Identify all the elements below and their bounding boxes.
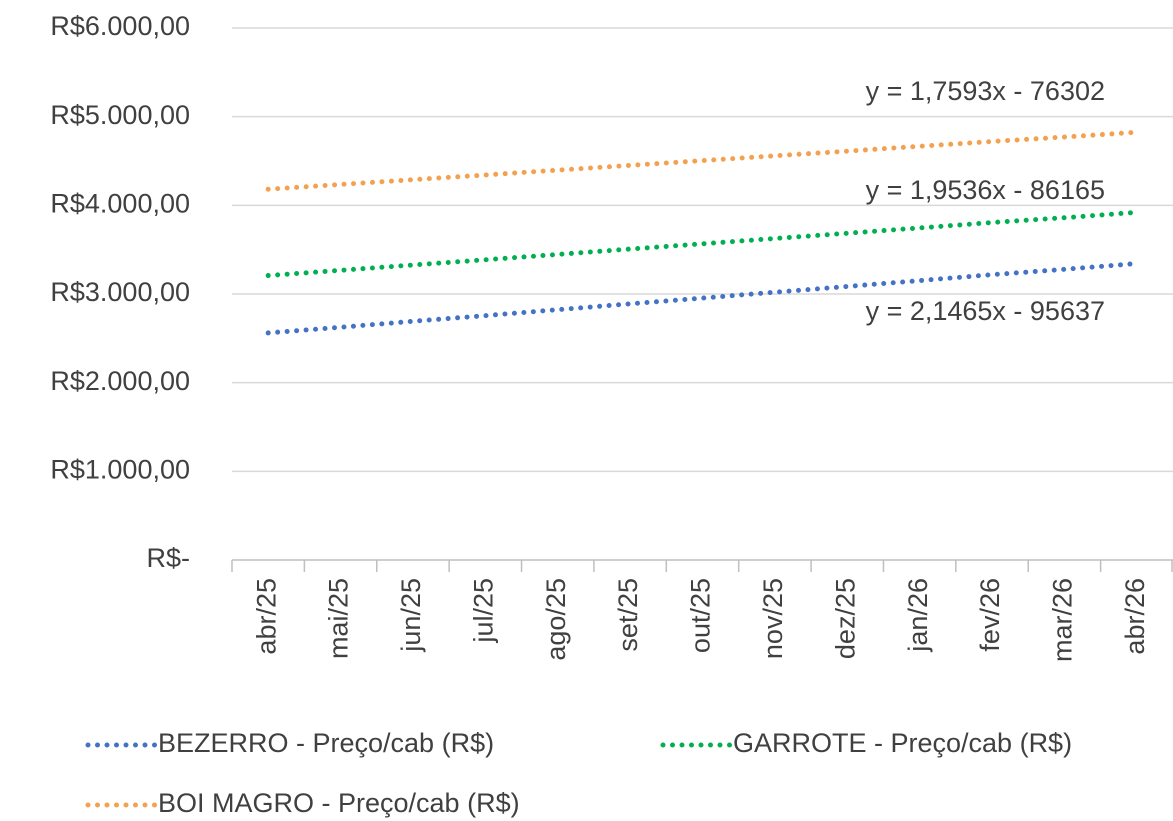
trend-line (265, 209, 1140, 279)
trend-line (265, 260, 1140, 336)
x-tick-label: jan/26 (903, 578, 933, 653)
trend-equation: y = 1,7593x - 76302 (866, 76, 1105, 106)
trend-line (265, 129, 1140, 192)
legend-label: BOI MAGRO - Preço/cab (R$) (158, 788, 520, 818)
y-tick-label: R$3.000,00 (50, 277, 190, 307)
legend-label: GARROTE - Preço/cab (R$) (733, 728, 1072, 758)
x-tick-label: mai/25 (324, 578, 354, 659)
y-tick-label: R$4.000,00 (50, 188, 190, 218)
y-tick-label: R$2.000,00 (50, 366, 190, 396)
x-tick-label: jul/25 (468, 578, 498, 644)
x-tick-label: mar/26 (1048, 578, 1078, 662)
x-tick-label: set/25 (613, 578, 643, 652)
x-tick-label: nov/25 (758, 578, 788, 659)
x-tick-label: jun/25 (396, 578, 426, 653)
y-tick-label: R$6.000,00 (50, 11, 190, 41)
legend-label: BEZERRO - Preço/cab (R$) (158, 728, 494, 758)
x-tick-label: ago/25 (541, 578, 571, 661)
x-tick-label: abr/25 (251, 578, 281, 655)
x-tick-label: fev/26 (975, 578, 1005, 652)
x-tick-label: out/25 (686, 578, 716, 653)
x-tick-label: abr/26 (1120, 578, 1150, 655)
y-tick-label: R$1.000,00 (50, 454, 190, 484)
trend-equation: y = 1,9536x - 86165 (866, 175, 1105, 205)
x-tick-label: dez/25 (830, 578, 860, 659)
y-tick-label: R$- (146, 543, 190, 573)
y-tick-label: R$5.000,00 (50, 100, 190, 130)
trend-equation: y = 2,1465x - 95637 (866, 296, 1105, 326)
